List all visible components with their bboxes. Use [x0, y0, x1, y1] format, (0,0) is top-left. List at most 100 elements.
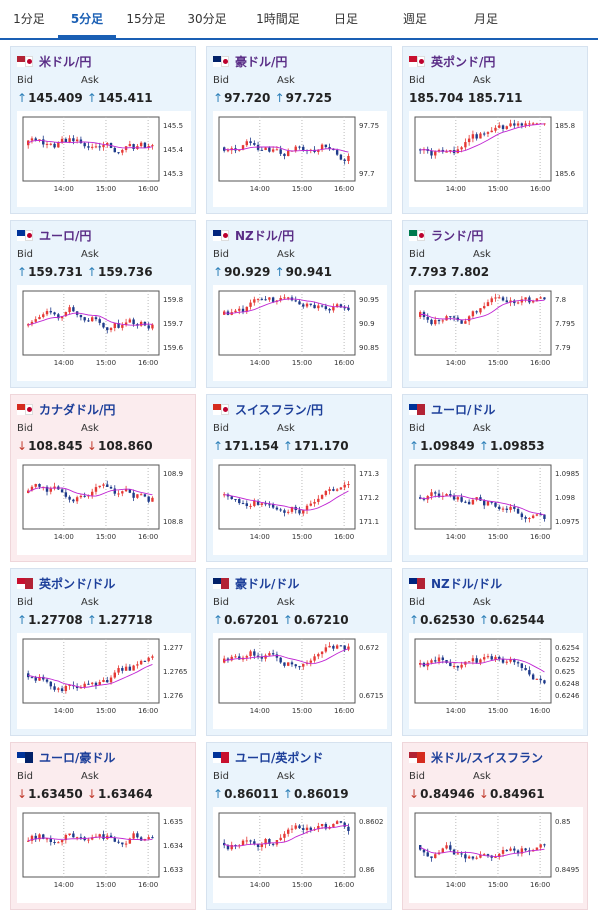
ask-label: Ask — [277, 249, 295, 260]
candlestick-chart[interactable]: 185.8 185.6 14:00 15:00 16:00 — [409, 111, 583, 207]
rate-card[interactable]: 英ポンド/円 Bid Ask 185.704 185.711 185.8 185.6 14:… — [402, 46, 588, 214]
rate-card[interactable]: ユーロ/円 Bid Ask ↑159.731 ↑159.736 159.8 159.7 15… — [10, 220, 196, 388]
candle-body — [528, 518, 531, 520]
card-header: ユーロ/豪ドル — [17, 749, 115, 765]
candle-body — [72, 307, 75, 312]
candle-body — [53, 486, 56, 489]
candle-body — [283, 662, 286, 666]
rate-card[interactable]: 英ポンド/ドル Bid Ask ↑1.27708 ↑1.27718 1.277 1.276… — [10, 568, 196, 736]
candle-body — [290, 828, 294, 830]
bid-label: Bid — [409, 423, 425, 434]
bid-price: 108.845 — [28, 439, 83, 453]
rate-card[interactable]: 米ドル/スイスフラン Bid Ask ↓0.84946 ↓0.84961 0.85 0.8… — [402, 742, 588, 910]
bid-price: 171.154 — [224, 439, 279, 453]
candle-body — [132, 833, 135, 839]
tab-1時間足[interactable]: 1時間足 — [256, 12, 300, 26]
rate-card[interactable]: 豪ドル/円 Bid Ask ↑97.720 ↑97.725 97.75 97.7 14:00… — [206, 46, 392, 214]
rate-card[interactable]: 豪ドル/ドル Bid Ask ↑0.67201 ↑0.67210 0.672 0.6715… — [206, 568, 392, 736]
candlestick-chart[interactable]: 1.0985 1.098 1.0975 14:00 15:00 16:00 — [409, 459, 583, 555]
moving-average-line — [420, 495, 545, 516]
candle-body — [471, 134, 475, 139]
candle-body — [91, 682, 94, 684]
rate-card[interactable]: ユーロ/ドル Bid Ask ↑1.09849 ↑1.09853 1.0985 1.098… — [402, 394, 588, 562]
currency-pair-name[interactable]: ユーロ/英ポンド — [235, 750, 324, 765]
currency-pair-name[interactable]: スイスフラン/円 — [235, 402, 324, 417]
ask-label: Ask — [81, 423, 99, 434]
candle-body — [68, 685, 71, 687]
candle-body — [83, 317, 86, 321]
tab-月足[interactable]: 月足 — [473, 12, 498, 26]
candlestick-chart[interactable]: 0.672 0.6715 14:00 15:00 16:00 — [213, 633, 387, 729]
candlestick-chart[interactable]: 90.95 90.9 90.85 14:00 15:00 16:00 — [213, 285, 387, 381]
card-header: カナダドル/円 — [17, 401, 115, 417]
candle-body — [320, 494, 324, 499]
candlestick-chart[interactable]: 171.3 171.2 171.1 14:00 15:00 16:00 — [213, 459, 387, 555]
candlestick-chart[interactable]: 1.277 1.2765 1.276 14:00 15:00 16:00 — [17, 633, 191, 729]
rate-card[interactable]: スイスフラン/円 Bid Ask ↑171.154 ↑171.170 171.3 171.… — [206, 394, 392, 562]
bid-label: Bid — [409, 597, 425, 608]
candle-body — [471, 856, 475, 859]
moving-average-line — [420, 123, 545, 152]
candle-body — [64, 138, 68, 143]
tab-1分足[interactable]: 1分足 — [13, 12, 45, 26]
candle-body — [68, 833, 71, 835]
tab-5分足[interactable]: 5分足 — [58, 0, 116, 38]
currency-pair-name[interactable]: NZドル/ドル — [431, 576, 503, 591]
candle-body — [230, 496, 233, 500]
candle-body — [79, 837, 83, 839]
currency-pair-name[interactable]: 豪ドル/ドル — [235, 576, 300, 591]
currency-pair-name[interactable]: ユーロ/円 — [39, 228, 92, 243]
rate-card[interactable]: NZドル/円 Bid Ask ↑90.929 ↑90.941 90.95 90.9 90.8… — [206, 220, 392, 388]
rate-card[interactable]: 米ドル/円 Bid Ask ↑145.409 ↑145.411 145.5 145.4 14… — [10, 46, 196, 214]
candlestick-chart[interactable]: 145.5 145.4 145.3 14:00 15:00 16:00 — [17, 111, 191, 207]
arrow-up-icon: ↑ — [213, 265, 224, 279]
currency-pair-name[interactable]: カナダドル/円 — [39, 402, 116, 417]
candle-body — [449, 662, 452, 667]
candlestick-chart[interactable]: 108.9 108.8 14:00 15:00 16:00 — [17, 459, 191, 555]
candle-body — [45, 143, 49, 145]
tab-日足[interactable]: 日足 — [333, 12, 358, 26]
candlestick-chart[interactable]: 0.85 0.8495 14:00 15:00 16:00 — [409, 807, 583, 903]
candle-body — [452, 665, 456, 667]
currency-pair-name[interactable]: NZドル/円 — [235, 228, 295, 243]
candle-body — [234, 499, 237, 501]
candle-body — [479, 854, 482, 858]
rate-card[interactable]: ユーロ/豪ドル Bid Ask ↓1.63450 ↓1.63464 1.635 1.634… — [10, 742, 196, 910]
candle-body — [298, 146, 301, 148]
card-header: 豪ドル/円 — [213, 53, 287, 69]
currency-pair-name[interactable]: 英ポンド/円 — [431, 54, 496, 69]
candle-body — [434, 854, 437, 859]
currency-pair-name[interactable]: 英ポンド/ドル — [39, 576, 116, 591]
tab-週足[interactable]: 週足 — [402, 12, 427, 26]
tab-15分足[interactable]: 15分足 — [126, 12, 166, 26]
candle-body — [98, 681, 101, 686]
rate-card[interactable]: ランド/円 Bid Ask 7.793 7.802 7.8 7.795 7.79 14:00 1… — [402, 220, 588, 388]
rate-card[interactable]: ユーロ/英ポンド Bid Ask ↑0.86011 ↑0.86019 0.8602 0.8… — [206, 742, 392, 910]
tab-30分足[interactable]: 30分足 — [187, 12, 227, 26]
candle-body — [524, 667, 527, 671]
currency-pair-name[interactable]: ランド/円 — [431, 228, 484, 243]
rate-card[interactable]: カナダドル/円 Bid Ask ↓108.845 ↓108.860 108.9 108.8… — [10, 394, 196, 562]
candle-body — [234, 656, 237, 658]
candle-body — [452, 316, 456, 318]
currency-pair-name[interactable]: ユーロ/豪ドル — [39, 750, 116, 765]
candlestick-chart[interactable]: 1.635 1.634 1.633 14:00 15:00 16:00 — [17, 807, 191, 903]
y-tick-label: 1.276 — [163, 692, 184, 700]
currency-pair-name[interactable]: 豪ドル/円 — [235, 54, 288, 69]
rate-card[interactable]: NZドル/ドル Bid Ask ↑0.62530 ↑0.62544 0.6254 0.62… — [402, 568, 588, 736]
candlestick-chart[interactable]: 97.75 97.7 14:00 15:00 16:00 — [213, 111, 387, 207]
candle-body — [271, 149, 275, 152]
candlestick-chart[interactable]: 159.8 159.7 159.6 14:00 15:00 16:00 — [17, 285, 191, 381]
candlestick-chart[interactable]: 7.8 7.795 7.79 14:00 15:00 16:00 — [409, 285, 583, 381]
candlestick-chart[interactable]: 0.6254 0.6252 0.625 0.6248 0.6246 14:00 15:00 1… — [409, 633, 583, 729]
currency-pair-name[interactable]: 米ドル/円 — [39, 54, 92, 69]
currency-pair-name[interactable]: 米ドル/スイスフラン — [431, 750, 544, 765]
ask-label: Ask — [81, 597, 99, 608]
candle-body — [124, 489, 128, 492]
currency-pair-name[interactable]: ユーロ/ドル — [431, 402, 496, 417]
bid-price: 7.793 — [409, 265, 447, 279]
candlestick-chart[interactable]: 0.8602 0.86 14:00 15:00 16:00 — [213, 807, 387, 903]
candle-body — [249, 840, 252, 842]
candle-body — [253, 651, 256, 656]
candle-body — [136, 833, 139, 838]
